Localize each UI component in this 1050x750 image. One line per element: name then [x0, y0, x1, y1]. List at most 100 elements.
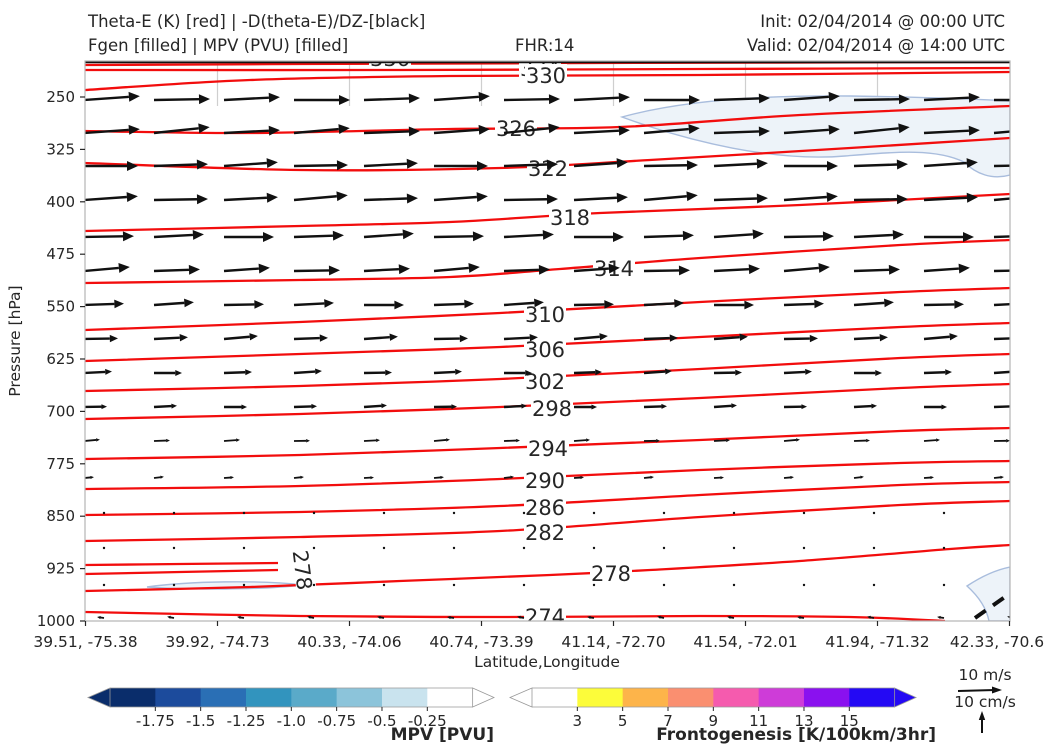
contour-label: 282: [525, 521, 565, 545]
wind-arrow-head: [90, 475, 94, 480]
wind-arrow: [433, 263, 480, 273]
wind-arrow-shaft: [783, 235, 824, 239]
wind-arrow-shaft: [923, 439, 937, 442]
wind-arrow: [923, 92, 980, 103]
wind-arrow-shaft: [923, 161, 967, 168]
wind-arrow: [643, 439, 660, 443]
wind-arrow-shaft: [660, 616, 665, 619]
wind-arrow: [993, 439, 1010, 443]
wind-arrow-shaft: [643, 269, 680, 273]
wind-arrow-shaft: [923, 129, 970, 135]
wind-arrow: [573, 263, 620, 274]
wind-arrow: [223, 369, 252, 376]
wind-arrow-head: [1011, 404, 1017, 409]
wind-arrow: [923, 192, 978, 203]
black-contour-dashed: [973, 590, 1010, 620]
wind-arrow: [993, 337, 1010, 341]
wind-arrow-shaft: [713, 97, 760, 102]
wind-arrow: [573, 158, 628, 168]
colorbar-right-tip: [894, 687, 917, 708]
contour-label-group: 306: [524, 338, 566, 362]
wind-arrow-head: [510, 475, 514, 479]
wind-arrow-shaft: [433, 195, 477, 202]
wind-arrow-head: [678, 265, 690, 276]
wind-arrow: [643, 124, 700, 135]
wind-arrow-head: [618, 92, 630, 103]
wind-arrow-head: [650, 475, 654, 479]
wind-arrow-head: [370, 476, 374, 480]
colorbar-tick-label: 11: [749, 712, 768, 730]
wind-arrow: [293, 368, 322, 375]
colorbar-tick-label: 3: [573, 712, 583, 730]
wind-arrow-shaft: [573, 267, 609, 273]
wind-arrow-head: [756, 158, 768, 169]
wind-arrow-head: [945, 369, 952, 376]
wind-arrow: [293, 265, 340, 276]
wind-arrow: [783, 404, 807, 410]
vertical-arrow-icon: [978, 711, 986, 733]
wind-arrow: [993, 475, 1004, 479]
wind-dot: [312, 583, 316, 587]
wind-arrow-head: [805, 368, 812, 375]
wind-arrow: [783, 231, 834, 242]
wind-arrow: [223, 192, 278, 203]
wind-arrow-shaft: [363, 162, 408, 168]
wind-arrow-shaft: [573, 335, 600, 341]
contour-label: 310: [525, 303, 565, 327]
mpv-filled-region: [965, 566, 1010, 622]
contour-label-group: 336: [369, 61, 411, 71]
wind-dot: [1013, 512, 1015, 514]
x-tick-label: 39.92, -74.73: [165, 633, 269, 651]
wind-arrow-head: [1039, 95, 1050, 105]
wind-dot: [662, 583, 666, 587]
wind-arrow-head: [268, 92, 280, 103]
wind-arrow-head: [542, 230, 554, 240]
wind-arrow: [714, 300, 754, 310]
wind-arrow-head: [319, 334, 328, 342]
wind-arrow-shaft: [153, 301, 185, 307]
wind-dot: [802, 583, 806, 587]
wind-arrow-head: [160, 475, 164, 479]
wind-arrow: [923, 369, 952, 376]
wind-arrow-head: [731, 403, 737, 409]
wind-arrow-head: [464, 299, 474, 309]
wind-arrow-head: [936, 438, 940, 442]
wind-arrow: [784, 161, 838, 171]
wind-arrow-shaft: [713, 197, 758, 202]
wind-arrow-shaft: [1011, 617, 1014, 618]
wind-arrow-shaft: [503, 404, 522, 409]
wind-arrow: [223, 475, 234, 480]
wind-arrow-head: [476, 192, 488, 202]
frontogenesis-colorbar-title: Frontogenesis [K/100km/3hr]: [656, 725, 936, 745]
wind-arrow: [153, 230, 204, 240]
colorbar-segment: [849, 688, 896, 707]
wind-arrow-shaft: [223, 196, 268, 202]
x-axis-label: Latitude,Longitude: [474, 653, 620, 671]
wind-arrow: [854, 369, 882, 377]
colorbar-tick-label: -0.25: [408, 712, 447, 730]
wind-arrow-shaft: [713, 233, 753, 239]
wind-arrow: [853, 159, 908, 170]
wind-arrow-head: [688, 124, 700, 135]
wind-arrow-head: [1037, 160, 1048, 170]
wind-arrow-head: [735, 369, 742, 376]
contour-label-group: 282: [524, 521, 566, 545]
wind-arrow-shaft: [590, 616, 595, 619]
wind-arrow: [573, 369, 602, 376]
wind-arrow: [993, 404, 1017, 409]
wind-arrow-head: [385, 369, 392, 376]
wind-arrow-head: [478, 91, 490, 102]
wind-arrow: [153, 264, 200, 275]
wind-arrow-head: [752, 229, 764, 240]
wind-arrow-shaft: [923, 267, 959, 273]
wind-arrow-shaft: [713, 162, 758, 168]
wind-arrow-head: [95, 438, 100, 442]
wind-arrow-shaft: [853, 233, 894, 239]
wind-arrow-shaft: [993, 235, 1010, 239]
wind-arrow-head: [930, 475, 934, 480]
wind-arrow-head: [657, 615, 661, 619]
wind-arrow-shaft: [573, 161, 617, 168]
wind-arrow: [153, 194, 208, 205]
wind-arrow-head: [828, 124, 840, 135]
